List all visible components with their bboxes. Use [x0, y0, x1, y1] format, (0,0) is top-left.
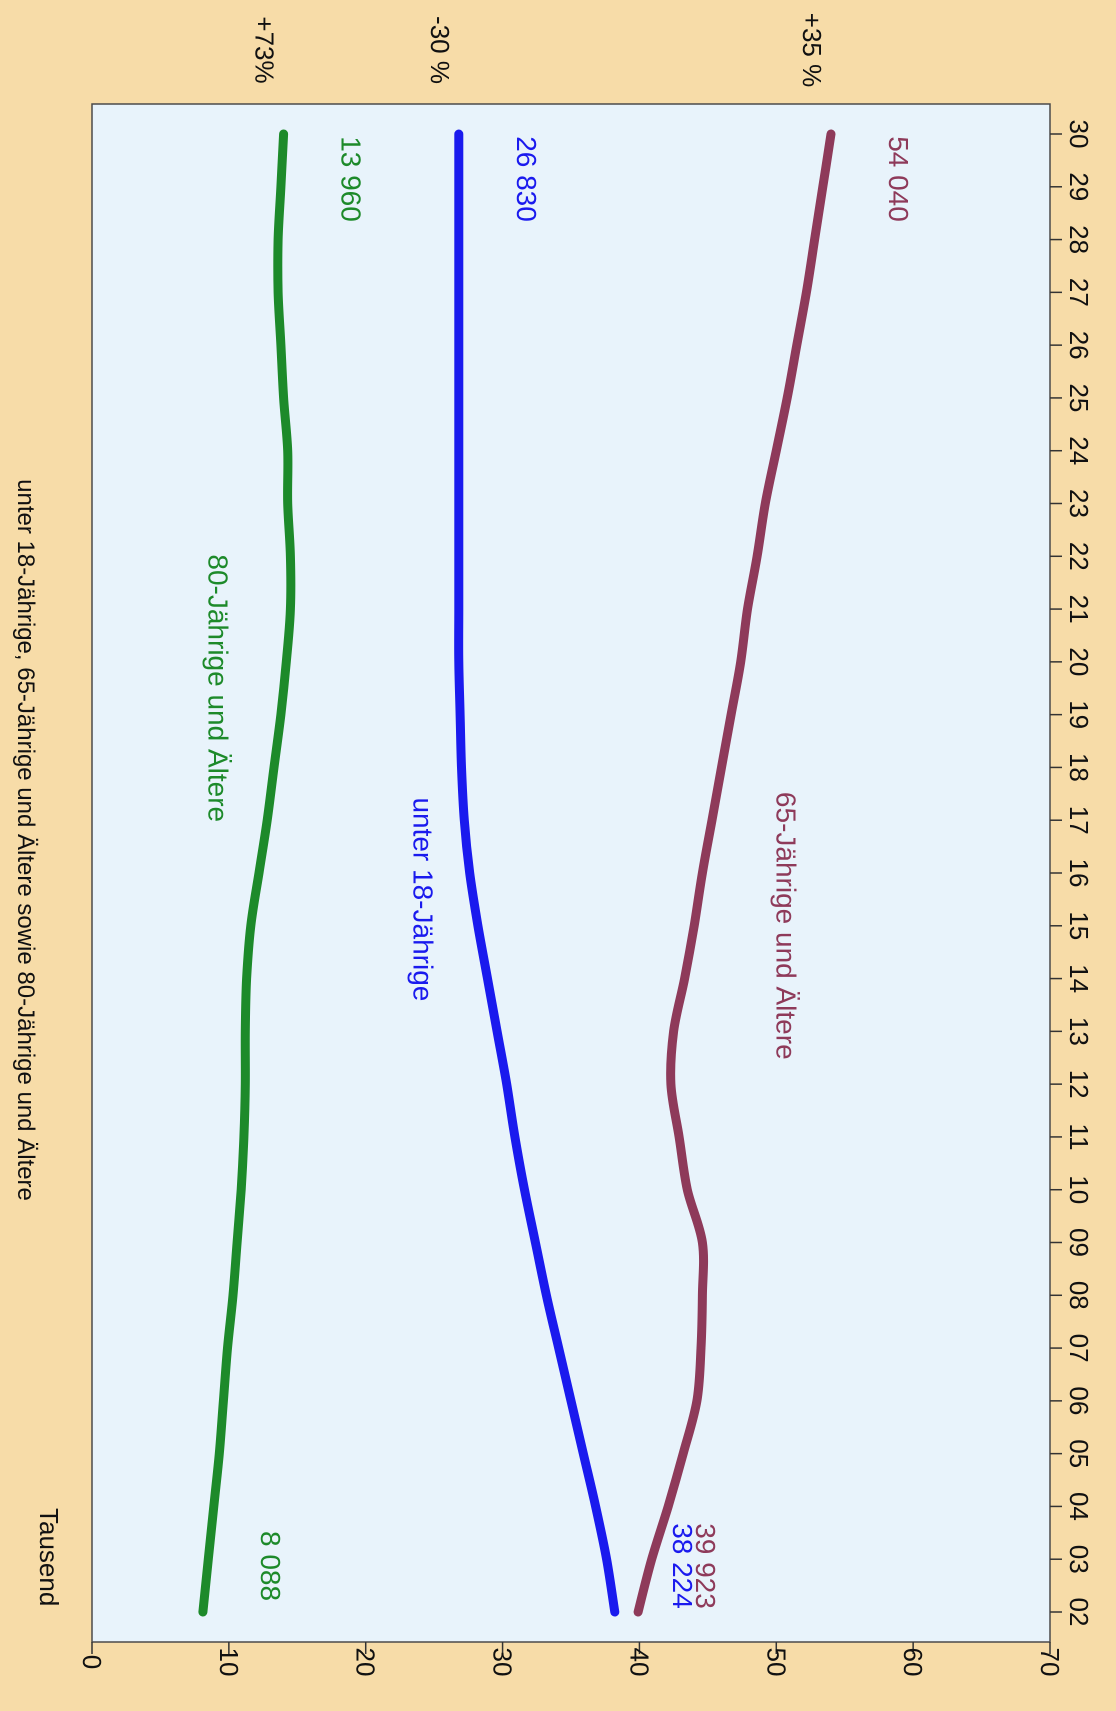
x-tick-label: 16 — [1064, 859, 1094, 888]
x-tick-label: 23 — [1064, 489, 1094, 518]
x-tick-label: 28 — [1064, 225, 1094, 254]
change-label: -30 % — [425, 16, 455, 84]
chart-title-group: unter 18-Jährige, 65-Jährige und Ältere … — [12, 479, 39, 1201]
x-tick-label: 26 — [1064, 331, 1094, 360]
y-tick-label: 70 — [1035, 1648, 1065, 1677]
x-tick-label: 25 — [1064, 383, 1094, 412]
chart-title: unter 18-Jährige, 65-Jährige und Ältere … — [12, 479, 39, 1201]
x-axis: 02 03 04 05 06 07 08 09 10 11 12 13 14 15 16 17 18 19 20 21… — [1050, 120, 1094, 1627]
y-tick-label: 40 — [624, 1648, 654, 1677]
series-name-label: unter 18-Jährige — [408, 797, 439, 1001]
x-tick-label: 22 — [1064, 542, 1094, 571]
x-tick-label: 20 — [1064, 647, 1094, 676]
x-tick-label: 05 — [1064, 1439, 1094, 1468]
end-value-label: 26 830 — [511, 136, 542, 222]
change-label: +35 % — [797, 13, 827, 87]
y-tick-label: 30 — [488, 1648, 518, 1677]
x-tick-label: 08 — [1064, 1281, 1094, 1310]
x-tick-label: 30 — [1064, 120, 1094, 149]
x-tick-label: 10 — [1064, 1175, 1094, 1204]
x-tick-label: 06 — [1064, 1386, 1094, 1415]
y-tick-label: 0 — [77, 1655, 107, 1669]
x-tick-label: 11 — [1064, 1123, 1094, 1150]
x-tick-label: 21 — [1064, 595, 1094, 624]
series-name-label: 80-Jährige und Ältere — [202, 554, 233, 822]
x-tick-label: 14 — [1064, 964, 1094, 993]
x-tick-label: 27 — [1064, 278, 1094, 307]
x-tick-label: 29 — [1064, 172, 1094, 201]
series-name-label: 65-Jährige und Ältere — [770, 792, 801, 1060]
x-tick-label: 17 — [1064, 806, 1094, 835]
x-tick-label: 03 — [1064, 1545, 1094, 1574]
y-tick-label: 20 — [351, 1648, 381, 1677]
y-axis: 0 10 20 30 40 50 60 70 — [77, 1642, 1065, 1676]
y-tick-label: 60 — [898, 1648, 928, 1677]
series-labels: 39 923 54 040 +35 % 65-Jährige und Ältere 38… — [202, 13, 914, 1609]
series-line-2 — [198, 129, 296, 1617]
series-line-0 — [633, 129, 836, 1617]
x-tick-label: 13 — [1064, 1017, 1094, 1046]
y-tick-label: 10 — [214, 1648, 244, 1677]
start-value-label: 39 923 — [690, 1523, 721, 1609]
x-tick-label: 07 — [1064, 1334, 1094, 1363]
start-value-label: 38 224 — [667, 1523, 698, 1609]
series-line-1 — [454, 129, 620, 1617]
x-tick-label: 24 — [1064, 436, 1094, 465]
x-tick-label: 04 — [1064, 1492, 1094, 1521]
unit-label: Tausend — [34, 1508, 64, 1606]
series-lines — [198, 129, 836, 1617]
x-tick-label: 12 — [1064, 1070, 1094, 1099]
change-label: +73% — [250, 16, 280, 83]
end-value-label: 13 960 — [336, 136, 367, 222]
x-tick-label: 02 — [1064, 1598, 1094, 1627]
y-tick-label: 50 — [761, 1648, 791, 1677]
x-tick-label: 19 — [1064, 700, 1094, 729]
x-tick-label: 09 — [1064, 1228, 1094, 1257]
x-tick-label: 18 — [1064, 753, 1094, 782]
x-tick-label: 15 — [1064, 911, 1094, 940]
end-value-label: 54 040 — [883, 136, 914, 222]
start-value-label: 8 088 — [255, 1531, 286, 1601]
